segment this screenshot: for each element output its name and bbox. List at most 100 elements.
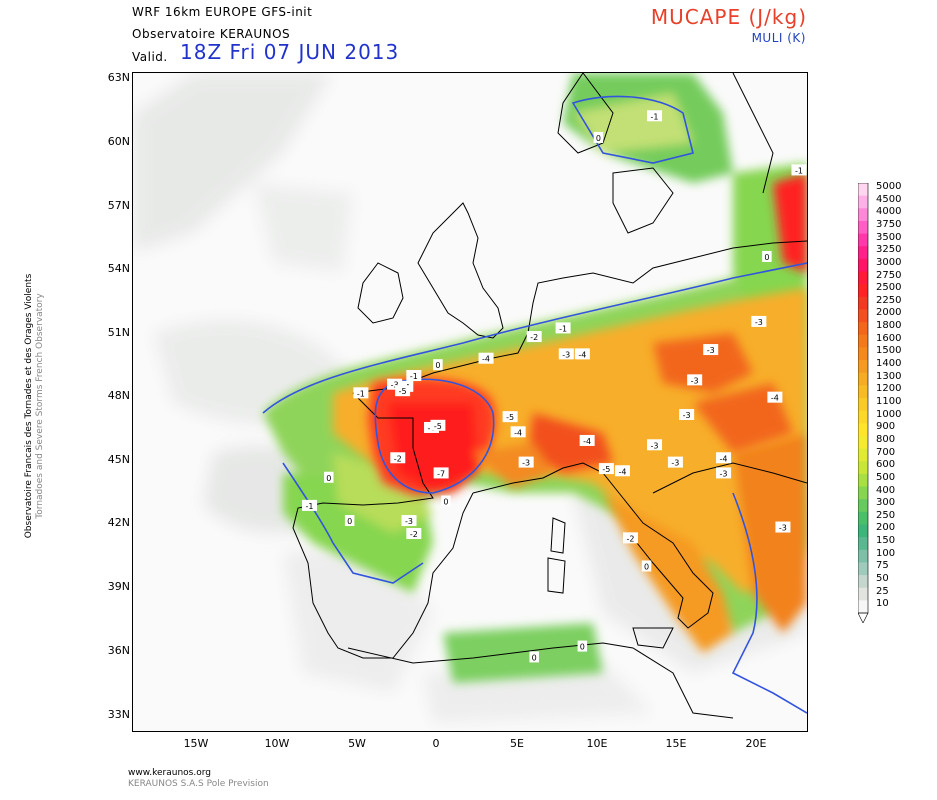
- muli-label-box: [510, 426, 526, 438]
- footer: www.keraunos.org KERAUNOS S.A.S Pole Pre…: [128, 768, 269, 790]
- muli-label: -1: [555, 322, 571, 334]
- colorbar-label: 300: [876, 497, 896, 509]
- muli-label: -4: [478, 352, 494, 364]
- cape-shading: [133, 73, 807, 723]
- muli-label-box: [430, 419, 446, 431]
- muli-label: 0: [433, 359, 443, 371]
- muli-label-box: [762, 250, 772, 262]
- colorbar-swatch: [858, 322, 868, 336]
- field-subtitle: MULI (K): [751, 31, 806, 45]
- colorbar-label: 400: [876, 484, 896, 496]
- lon-label: 10W: [264, 737, 290, 750]
- muli-label-box: [502, 411, 518, 423]
- muli-label: -4: [767, 391, 783, 403]
- muli-label-text: -2: [394, 454, 402, 463]
- colorbar-swatch: [858, 296, 868, 310]
- colorbar-label: 2750: [876, 269, 902, 281]
- muli-label-text: -1: [410, 372, 418, 381]
- muli-label-box: [716, 467, 732, 479]
- colorbar-swatch: [858, 347, 868, 361]
- lat-label: 36N: [107, 644, 130, 657]
- muli-label: -3: [647, 439, 663, 451]
- muli-label: -3: [518, 456, 534, 468]
- colorbar-swatch: [858, 233, 868, 247]
- muli-label-box: [441, 495, 451, 507]
- observatory-title: Observatoire KERAUNOS: [132, 27, 291, 41]
- colorbar-label: 700: [876, 446, 896, 458]
- colorbar-label: 2500: [876, 282, 902, 294]
- muli-label: -3: [401, 515, 417, 527]
- muli-label: 0: [344, 515, 355, 527]
- colorbar-label: 1400: [876, 358, 902, 370]
- footer-url: www.keraunos.org: [128, 768, 211, 778]
- colorbar-swatch: [858, 334, 868, 348]
- muli-label-box: [641, 560, 652, 572]
- colorbar-label: 5000: [876, 181, 902, 192]
- muli-label-box: [667, 456, 683, 468]
- denmark-sweden-outline: [612, 167, 674, 234]
- muli-label-text: -2: [530, 333, 538, 342]
- muli-label-text: 0: [532, 653, 537, 662]
- muli-label-box: [406, 528, 422, 540]
- muli-label-box: [579, 434, 595, 446]
- valid-label: Valid.: [132, 50, 168, 64]
- muli-label-box: [647, 439, 663, 451]
- muli-label-box: [353, 387, 369, 399]
- lat-label: 48N: [107, 389, 130, 402]
- colorbar-label: 1100: [876, 396, 902, 407]
- muli-label-text: -3: [522, 459, 530, 468]
- muli-label: -3: [558, 348, 574, 360]
- muli-label-text: -3: [720, 469, 728, 478]
- muli-label-box: [529, 651, 539, 663]
- muli-label-text: -4: [514, 428, 522, 437]
- colorbar-label: 3750: [876, 218, 902, 230]
- contour-balkans: [731, 492, 807, 714]
- muli-label-text: -3: [562, 350, 570, 359]
- colorbar-swatch: [858, 549, 868, 563]
- colorbar: [858, 183, 869, 623]
- colorbar-swatch: [858, 423, 868, 437]
- muli-label: -4: [716, 452, 732, 464]
- muli-label: -1: [647, 110, 663, 122]
- muli-label-box: [401, 515, 417, 527]
- muli-label-text: -2: [410, 530, 418, 539]
- italy-outline: [472, 462, 714, 629]
- muli-label-text: -4: [771, 394, 779, 403]
- muli-label-text: -5: [602, 465, 610, 474]
- muli-label: -5: [598, 463, 614, 475]
- muli-label: -3: [716, 467, 732, 479]
- map-canvas: -10-10-3-2-1-3-4-3-4-1-3-4-5-1-3-4-5-3-6…: [133, 73, 807, 723]
- muli-label: -3: [679, 408, 695, 420]
- colorbar-swatch: [858, 537, 868, 551]
- colorbar-swatch: [858, 562, 868, 576]
- muli-label-text: -7: [437, 469, 445, 478]
- muli-label: -5: [430, 419, 446, 431]
- muli-label-box: [614, 465, 630, 477]
- sardinia-outline: [547, 557, 566, 594]
- muli-label: -4: [574, 348, 590, 360]
- ireland-outline: [357, 262, 404, 324]
- muli-label-box: [478, 352, 494, 364]
- muli-label-box: [703, 344, 719, 356]
- muli-label-text: -1: [306, 502, 314, 511]
- muli-contours: [262, 95, 807, 714]
- colorbar-swatch: [858, 587, 868, 601]
- muli-label-box: [433, 359, 443, 371]
- colorbar-swatch: [858, 410, 868, 424]
- colorbar-label: 2250: [876, 294, 902, 306]
- muli-label-text: -3: [683, 411, 691, 420]
- muli-label: 0: [641, 560, 652, 572]
- lon-label: 5W: [348, 737, 366, 750]
- muli-label-text: -3: [779, 524, 787, 533]
- colorbar-swatch: [858, 360, 868, 374]
- muli-label: -2: [390, 452, 406, 464]
- colorbar-label: 50: [876, 573, 889, 585]
- colorbar-label: 150: [876, 535, 896, 547]
- weather-map: -10-10-3-2-1-3-4-3-4-1-3-4-5-1-3-4-5-3-6…: [132, 72, 808, 732]
- colorbar-swatch: [858, 258, 868, 273]
- iberia-outline: [292, 392, 474, 659]
- colorbar-swatch: [858, 486, 868, 500]
- great-britain-outline: [417, 202, 504, 339]
- muli-label-text: -3: [391, 381, 399, 390]
- muli-label-text: -4: [578, 350, 586, 359]
